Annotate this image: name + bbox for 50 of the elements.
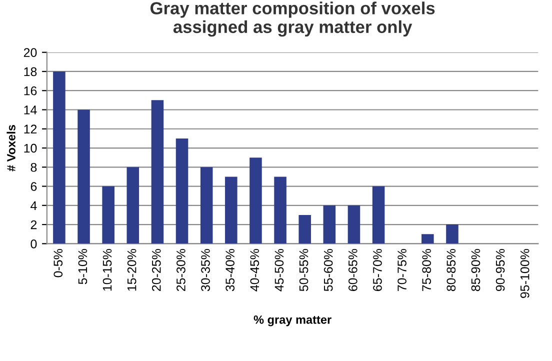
y-tick-label: 0: [30, 239, 37, 248]
x-tick-label: 65-70%: [373, 248, 382, 291]
bar: [151, 100, 164, 244]
y-tick-label: 6: [30, 182, 37, 191]
bar: [102, 186, 114, 244]
chart-title: Gray matter composition of voxels assigned as gray matter only: [150, 2, 435, 37]
x-tick-label: 25-30%: [176, 248, 186, 291]
x-tick-label: 0-5%: [54, 248, 63, 278]
x-axis-title: % gray matter: [254, 316, 332, 326]
y-tick-label: 8: [30, 162, 37, 172]
bar: [323, 205, 336, 244]
bar: [200, 167, 213, 244]
x-tick-label: 20-25%: [152, 248, 161, 291]
bar: [250, 158, 262, 244]
x-tick-label: 5-10%: [78, 248, 88, 284]
bar: [422, 234, 434, 244]
x-tick-label: 55-60%: [324, 248, 333, 292]
bar: [78, 110, 90, 244]
x-tick-label: 30-35%: [201, 248, 210, 292]
bar: [348, 205, 360, 244]
x-tick-label: 75-80%: [422, 248, 432, 291]
x-tick-label: 45-50%: [274, 248, 284, 292]
x-tick-label: 15-20%: [127, 248, 136, 291]
bar: [126, 167, 140, 244]
x-tick-label: 90-95%: [496, 248, 505, 292]
y-tick-label: 12: [24, 124, 37, 134]
y-tick-label: 16: [24, 86, 37, 96]
bar: [372, 186, 385, 244]
x-tick-label: 95-100%: [520, 248, 530, 298]
y-tick-label: 10: [24, 144, 37, 153]
x-tick-label: 60-65%: [348, 248, 358, 291]
x-tick-label: 35-40%: [226, 248, 235, 292]
x-tick-label: 80-85%: [446, 248, 456, 292]
bar: [274, 176, 286, 244]
y-tick-label: 2: [30, 220, 37, 230]
x-tick-label: 50-55%: [299, 248, 308, 292]
bar: [298, 214, 311, 244]
bar: [446, 224, 458, 244]
y-tick-label: 18: [24, 67, 37, 76]
x-tick-label: 40-45%: [250, 248, 260, 292]
x-tick-label: 10-15%: [102, 248, 112, 291]
y-tick-label: 4: [30, 201, 37, 210]
y-tick-label: 14: [24, 106, 37, 114]
bar: [176, 138, 188, 244]
x-tick-label: 70-75%: [398, 248, 406, 291]
bar: [53, 71, 66, 244]
bar: [225, 176, 238, 244]
x-tick-label: 85-90%: [471, 248, 480, 292]
y-tick-label: 20: [24, 48, 37, 57]
y-axis-title: # Voxels: [6, 124, 16, 172]
